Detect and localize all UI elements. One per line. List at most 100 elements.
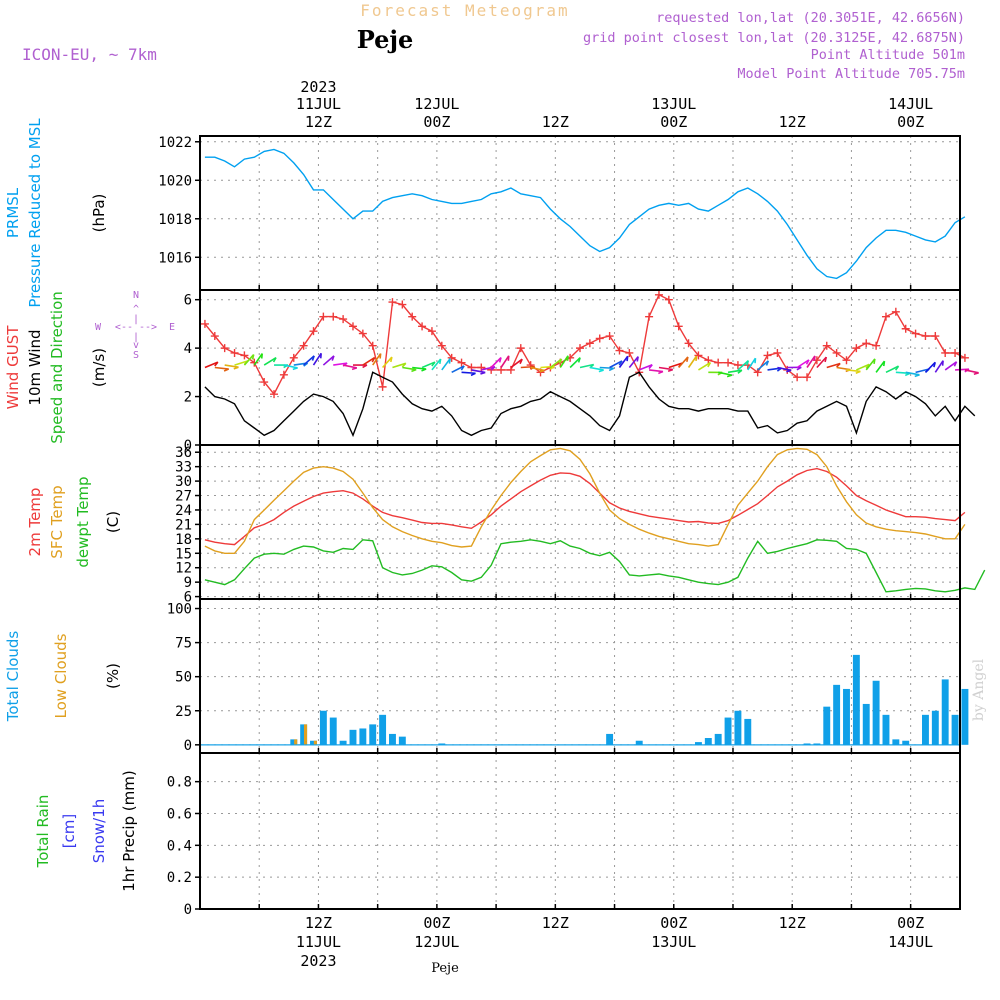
- top-day-label: 12JUL: [414, 95, 459, 113]
- gust-marker: [763, 351, 772, 360]
- bar: [833, 684, 841, 745]
- wind-arrow: [915, 368, 930, 374]
- top-year: 2023: [300, 78, 336, 96]
- wind-arrow-head: [421, 368, 427, 372]
- bar: [606, 733, 614, 745]
- ylabel-unit: 1hr Precip (mm): [120, 770, 138, 891]
- model-label: ICON-EU, ~ 7km: [22, 45, 157, 64]
- wind-arrow-head: [626, 356, 629, 362]
- wind-arrow: [618, 355, 629, 368]
- wind-arrow: [648, 369, 664, 373]
- wind-arrow: [372, 353, 382, 366]
- gust-marker: [437, 341, 446, 350]
- gust-marker: [674, 322, 683, 331]
- wind-arrow: [934, 360, 944, 373]
- wind-arrow: [777, 366, 792, 372]
- bar: [724, 717, 732, 745]
- wind-arrow: [875, 360, 886, 373]
- gust-marker: [941, 348, 950, 357]
- gust-marker: [891, 307, 900, 316]
- bar: [922, 714, 929, 745]
- panel-temperature: [195, 444, 986, 600]
- gust-marker: [921, 332, 930, 341]
- wind-arrow: [846, 369, 861, 373]
- wind-arrow: [905, 371, 920, 376]
- gust-marker: [319, 312, 328, 321]
- wind-arrow: [253, 353, 263, 366]
- wind-arrow: [342, 364, 357, 369]
- gust-marker: [605, 332, 614, 341]
- ytick-label: 18: [175, 532, 192, 548]
- wind-arrow-head: [460, 365, 465, 371]
- bar: [803, 743, 811, 745]
- series-line: [204, 148, 966, 280]
- gust-marker: [901, 324, 910, 333]
- wind-arrow-head: [737, 369, 743, 374]
- ytick-label: 21: [175, 517, 192, 533]
- bottom-day-label: 14JUL: [888, 933, 933, 951]
- wind-arrow-head: [311, 355, 315, 361]
- compass-n: N: [133, 290, 139, 301]
- series-line: [204, 539, 986, 593]
- compass-arrow: |: [133, 332, 139, 343]
- ytick-label: 25: [175, 704, 192, 720]
- bar: [319, 710, 327, 745]
- wind-arrow: [549, 358, 563, 369]
- wind-arrow: [402, 366, 417, 371]
- wind-arrow: [757, 360, 769, 371]
- wind-arrow-head: [914, 374, 920, 378]
- wind-arrow: [737, 360, 749, 371]
- wind-arrow-head: [498, 357, 502, 363]
- wind-arrow-head: [490, 366, 496, 371]
- wind-arrow: [431, 358, 442, 371]
- wind-arrow-head: [894, 365, 900, 371]
- bar: [438, 743, 446, 745]
- gust-marker: [793, 373, 802, 382]
- ylabel-unit: (%): [104, 663, 122, 689]
- wind-arrow-head: [272, 357, 277, 363]
- wind-arrow-head: [745, 360, 750, 366]
- wind-arrow-head: [598, 369, 604, 373]
- panel-clouds: [195, 598, 969, 754]
- ylabel-line: Snow/1h: [90, 799, 108, 864]
- wind-arrow-head: [824, 356, 828, 363]
- gust-marker: [714, 358, 723, 367]
- bar: [813, 743, 821, 745]
- top-hour-label: 00Z: [897, 113, 924, 131]
- ytick-label: 6: [184, 590, 192, 606]
- top-day-label: 11JUL: [296, 95, 341, 113]
- panel-frame: [199, 752, 961, 910]
- gust-marker: [279, 370, 288, 379]
- top-hour-label: 12Z: [305, 113, 332, 131]
- gust-marker: [733, 361, 742, 370]
- wind-arrow: [727, 369, 743, 374]
- gust-marker: [427, 327, 436, 336]
- wind-arrow: [490, 356, 502, 369]
- wind-arrow-head: [786, 369, 792, 373]
- ytick-label: 0.8: [167, 775, 192, 791]
- gust-marker: [842, 356, 851, 365]
- wind-arrow: [865, 358, 876, 371]
- wind-arrow-head: [401, 362, 407, 368]
- wind-arrow: [678, 356, 689, 369]
- wind-arrow: [234, 360, 249, 366]
- gust-marker: [289, 353, 298, 362]
- wind-arrow: [955, 368, 970, 371]
- ytick-label: 0: [184, 438, 192, 454]
- panel-pressure: [195, 135, 966, 291]
- wind-arrow: [412, 366, 427, 370]
- wind-arrow: [687, 355, 698, 368]
- gust-marker: [240, 351, 249, 360]
- wind-arrow: [816, 356, 827, 369]
- compass-arrow: |: [133, 314, 139, 325]
- gust-marker: [803, 373, 812, 382]
- chart-title: Forecast Meteogram: [360, 1, 569, 20]
- gust-marker: [832, 348, 841, 357]
- bottom-day-label: 11JUL: [296, 933, 341, 951]
- bar: [313, 740, 317, 745]
- ytick-label: 24: [175, 503, 192, 519]
- gust-marker: [309, 327, 318, 336]
- wind-arrow-head: [351, 367, 358, 371]
- wind-arrow-head: [726, 374, 733, 378]
- gust-marker: [250, 358, 259, 367]
